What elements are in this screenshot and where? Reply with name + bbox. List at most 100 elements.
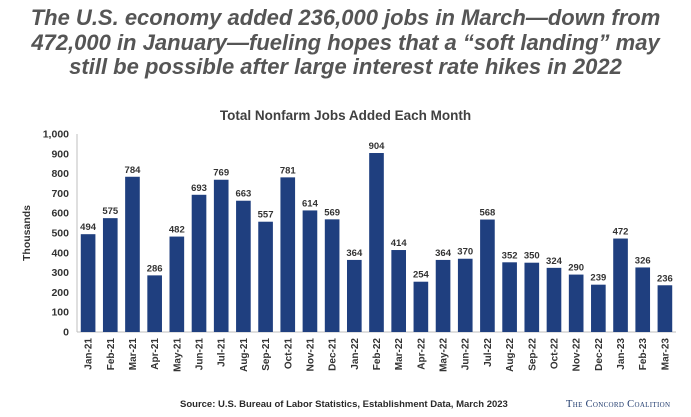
x-tick-label: May-22 <box>439 338 450 372</box>
bar <box>258 221 273 332</box>
y-tick-label: 300 <box>51 267 69 279</box>
y-tick-label: 800 <box>51 168 69 180</box>
data-label: 614 <box>302 198 319 209</box>
headline-line-1: The U.S. economy added 236,000 jobs in M… <box>30 5 661 30</box>
bar <box>236 200 251 332</box>
x-tick-label: Jan-22 <box>350 338 361 370</box>
x-tick-label: Jul-21 <box>217 338 228 367</box>
bar <box>147 275 162 332</box>
bar <box>591 284 606 332</box>
y-tick-label: 100 <box>51 307 69 319</box>
y-tick-label: 600 <box>51 208 69 220</box>
data-label: 663 <box>235 189 251 200</box>
bar <box>80 234 96 332</box>
data-label: 236 <box>657 273 673 284</box>
y-tick-label: 200 <box>51 287 69 299</box>
brand-name: The Concord Coalition <box>566 399 671 410</box>
data-label: 414 <box>391 238 408 249</box>
y-tick-label: 700 <box>51 188 69 200</box>
x-tick-label: May-21 <box>172 338 183 372</box>
x-tick-label: Dec-21 <box>328 338 339 371</box>
x-tick-label: Mar-23 <box>660 338 671 371</box>
y-tick-label: 400 <box>51 247 69 259</box>
x-tick-label: Feb-22 <box>372 338 383 371</box>
bar <box>657 285 673 332</box>
bar <box>457 258 473 332</box>
source-note: Source: U.S. Bureau of Labor Statistics,… <box>180 399 508 410</box>
x-tick-label: Jan-23 <box>616 338 627 370</box>
bar <box>524 262 540 332</box>
data-label: 254 <box>413 270 430 281</box>
data-label: 784 <box>125 165 142 176</box>
x-tick-label: Oct-21 <box>283 338 294 370</box>
data-label: 326 <box>635 255 651 266</box>
x-tick-label: Sep-22 <box>527 338 538 371</box>
bar <box>391 250 407 332</box>
data-label: 494 <box>80 222 97 233</box>
bar <box>435 259 451 332</box>
data-label: 370 <box>457 247 473 258</box>
bar <box>369 153 384 332</box>
x-tick-label: Aug-22 <box>505 338 516 372</box>
data-label: 364 <box>435 248 452 259</box>
x-tick-label: Feb-21 <box>106 338 117 371</box>
bar <box>102 218 118 332</box>
x-tick-label: Sep-21 <box>261 338 272 371</box>
x-tick-label: Aug-21 <box>239 338 250 372</box>
y-tick-label: 500 <box>51 228 69 240</box>
bar <box>191 194 207 332</box>
bar <box>613 238 628 332</box>
bar <box>125 176 140 332</box>
headline-line-2: 472,000 in January—fueling hopes that a … <box>31 29 660 55</box>
y-tick-label: 0 <box>63 327 69 339</box>
data-label: 781 <box>280 165 297 176</box>
x-tick-label: Apr-21 <box>150 338 161 370</box>
data-label: 286 <box>147 263 163 274</box>
data-label: 364 <box>346 248 363 259</box>
brand-logo: The Concord Coalition <box>566 399 670 410</box>
x-tick-label: Jul-22 <box>483 338 494 367</box>
data-label: 482 <box>169 225 185 236</box>
bar <box>280 177 296 332</box>
headline: The U.S. economy added 236,000 jobs in M… <box>8 5 683 80</box>
x-tick-label: Feb-23 <box>638 338 649 371</box>
data-label: 239 <box>590 273 606 284</box>
bar <box>302 210 318 332</box>
y-axis-label: Thousands <box>21 205 33 261</box>
x-tick-label: Jan-21 <box>84 338 95 370</box>
bar <box>568 274 584 332</box>
x-tick-label: Jun-22 <box>461 338 472 371</box>
bar <box>213 179 229 332</box>
x-tick-label: Mar-21 <box>128 338 139 371</box>
x-tick-label: Jun-21 <box>195 338 206 371</box>
headline-line-3: still be possible after large interest r… <box>69 54 622 79</box>
data-label: 904 <box>369 141 386 152</box>
data-label: 324 <box>546 256 563 267</box>
y-tick-label: 900 <box>51 148 69 160</box>
bar <box>502 262 517 332</box>
bar <box>413 281 429 332</box>
data-label: 290 <box>568 263 584 274</box>
bar <box>546 267 562 332</box>
bar <box>480 219 495 332</box>
data-label: 769 <box>213 168 229 179</box>
chart-title: Total Nonfarm Jobs Added Each Month <box>219 108 472 123</box>
x-tick-label: Oct-22 <box>549 338 560 370</box>
x-tick-label: Dec-22 <box>594 338 605 371</box>
x-tick-label: Nov-21 <box>305 338 316 372</box>
x-tick-label: Apr-22 <box>416 338 427 370</box>
data-label: 569 <box>324 207 340 218</box>
x-tick-label: Nov-22 <box>572 338 583 372</box>
y-tick-label: 1,000 <box>43 129 69 141</box>
data-label: 352 <box>502 250 518 261</box>
bar <box>635 267 651 332</box>
bar <box>346 259 362 332</box>
data-label: 557 <box>258 210 274 221</box>
data-label: 693 <box>191 183 207 194</box>
bar <box>169 236 185 332</box>
bar <box>324 219 340 332</box>
data-label: 575 <box>102 206 119 217</box>
data-label: 472 <box>613 227 629 238</box>
data-label: 350 <box>524 251 540 262</box>
